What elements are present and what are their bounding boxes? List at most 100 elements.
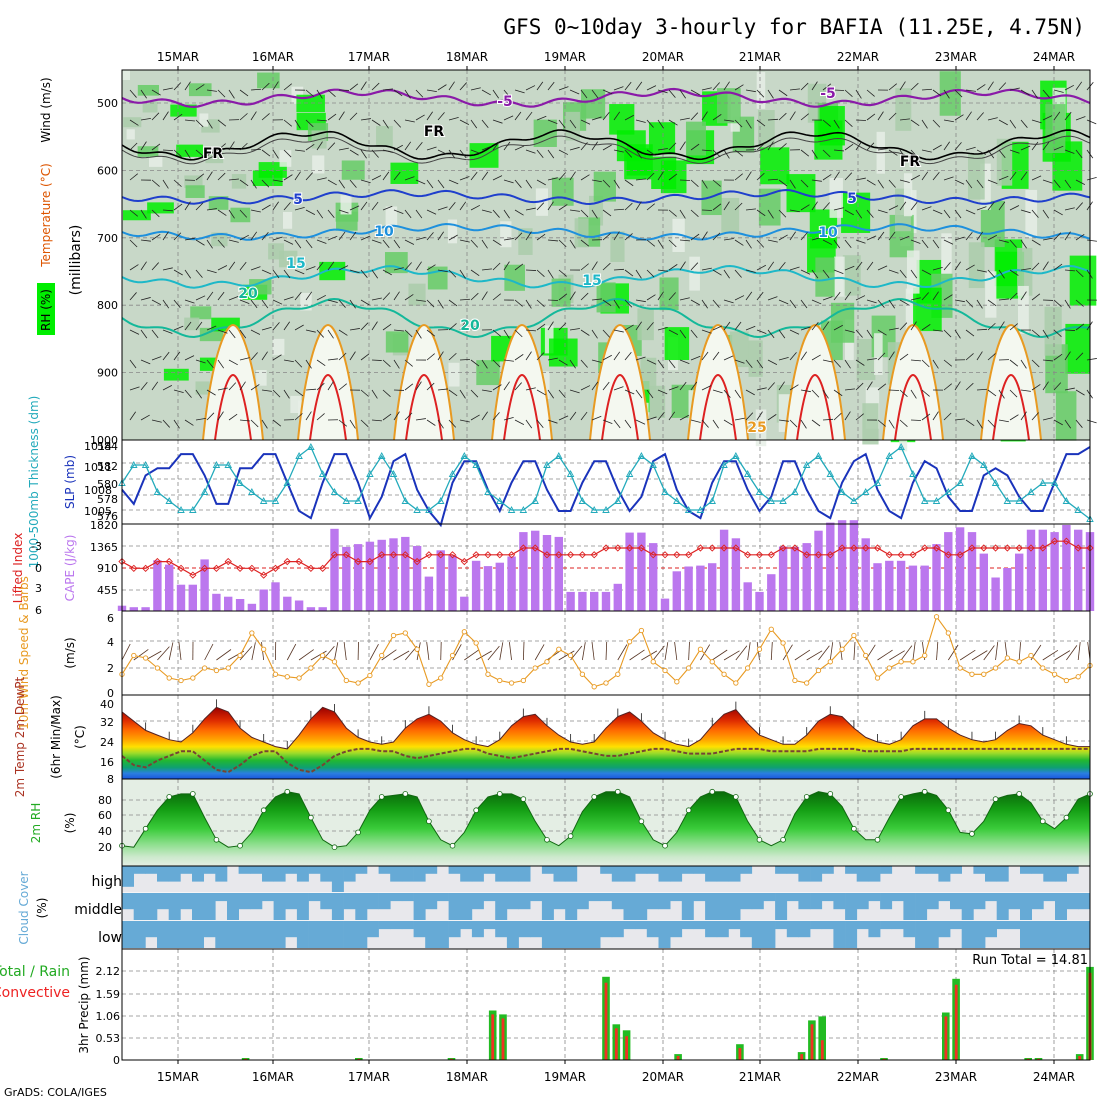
wind-barb — [701, 267, 712, 271]
wind-barb — [1064, 387, 1075, 391]
wind-barb — [239, 419, 250, 422]
wind-barb — [624, 81, 632, 91]
wind-barb — [745, 89, 756, 93]
wind-barb — [547, 357, 558, 361]
wind-barb — [503, 115, 514, 121]
precip-convective-bar — [1037, 1058, 1040, 1060]
wind-barb — [217, 329, 228, 334]
panel6-tick: 20 — [98, 841, 112, 854]
contour-label: 15 — [286, 256, 305, 272]
wind-barb — [954, 299, 965, 303]
wind-speed-point — [343, 677, 349, 684]
wind-barb — [778, 112, 787, 121]
wind-barb — [679, 297, 690, 301]
wind-barb — [954, 261, 961, 271]
wind-barb — [272, 419, 282, 427]
lifted-index-point — [991, 544, 1000, 552]
wind-barb — [195, 417, 206, 421]
lifted-index-point — [236, 564, 244, 572]
wind-speed-point — [249, 630, 255, 636]
thickness-point — [448, 470, 457, 477]
wind-barb — [756, 291, 764, 301]
wind-barb — [272, 322, 280, 331]
rh-patch — [385, 206, 398, 228]
wind-barb — [635, 119, 646, 123]
wind-barb — [877, 352, 886, 361]
isotherm-10 — [121, 222, 1091, 241]
wind-barb — [316, 261, 324, 271]
wind-barb — [448, 299, 458, 307]
wind-barb-10m — [381, 649, 397, 661]
wind-barb — [998, 175, 1009, 181]
date-label-bottom: 22MAR — [837, 1070, 879, 1084]
wind-barb — [1053, 145, 1064, 151]
wind-barb — [305, 359, 312, 369]
wind-barb — [1064, 149, 1075, 154]
wind-barb — [184, 321, 192, 331]
wind-barb — [1020, 171, 1028, 181]
wind-barb — [360, 149, 367, 159]
wind-speed-point — [886, 665, 892, 671]
wind-barb — [734, 417, 745, 421]
wind-barb-10m — [900, 645, 913, 661]
wind-barb — [349, 328, 360, 331]
cloud-cover-cell-low — [518, 921, 531, 938]
panel2-right-tick: 1011 — [84, 461, 112, 474]
rh-patch — [268, 243, 284, 260]
panel8-tick: 0.53 — [96, 1032, 121, 1045]
isotherm-30-bubble — [796, 373, 834, 441]
wind-barb — [657, 171, 664, 181]
cloud-cover-cell-low — [145, 921, 158, 938]
cape-bar — [318, 607, 327, 611]
cloud-cover-cell-middle — [996, 893, 1009, 920]
wind-barb — [558, 415, 569, 421]
wind-barb — [1086, 239, 1097, 242]
rh-legend-swatch — [37, 283, 55, 335]
wind-barb — [195, 202, 204, 211]
wind-barb — [899, 201, 907, 211]
thickness-point — [673, 497, 681, 504]
wind-barb — [701, 111, 708, 121]
wind-barb — [888, 269, 899, 274]
wind-barb — [899, 149, 906, 159]
wind-barb — [745, 239, 752, 249]
panel8-tick: 1.59 — [96, 988, 121, 1001]
cloud-cover-cell-high — [390, 866, 403, 882]
wind-barb — [712, 232, 721, 241]
cloud-cover-cell-middle — [285, 893, 298, 910]
cloud-cover-cell-middle — [693, 893, 706, 902]
cloud-cover-cell-low — [833, 921, 846, 948]
lifted-index-point — [472, 551, 480, 559]
cloud-cover-cell-low — [436, 921, 449, 948]
wind-barb — [756, 209, 766, 217]
cape-bar — [660, 598, 670, 611]
cloud-cover-cell-low — [845, 921, 858, 948]
wind-barb — [998, 298, 1009, 301]
wind-barb-10m — [534, 644, 545, 661]
wind-barb — [701, 231, 708, 241]
lifted-index-point — [153, 557, 162, 566]
cape-bar — [294, 600, 304, 611]
cloud-cover-cell-high — [810, 866, 823, 882]
date-label-top: 18MAR — [446, 50, 488, 64]
panel8-tick: 0 — [113, 1054, 120, 1067]
wind-barb — [998, 321, 1005, 331]
lifted-index-line — [121, 540, 1090, 576]
cape-bar — [141, 607, 150, 611]
cape-bar — [165, 564, 174, 611]
wind-barb — [492, 239, 502, 246]
rh-point — [473, 807, 479, 813]
wind-barb — [646, 149, 656, 156]
wind-barb — [305, 291, 313, 301]
wind-barb — [1020, 145, 1031, 151]
wind-barb — [162, 149, 174, 152]
cloud-cover-cell-low — [728, 921, 741, 930]
wind-barb — [1031, 119, 1042, 124]
wind-barb-10m — [522, 641, 525, 661]
wind-barb — [448, 81, 455, 91]
wind-barb — [954, 114, 964, 121]
wind-barb — [778, 262, 786, 271]
thickness-point — [767, 497, 776, 504]
rh-point — [190, 791, 196, 797]
wind-barb — [448, 179, 459, 185]
